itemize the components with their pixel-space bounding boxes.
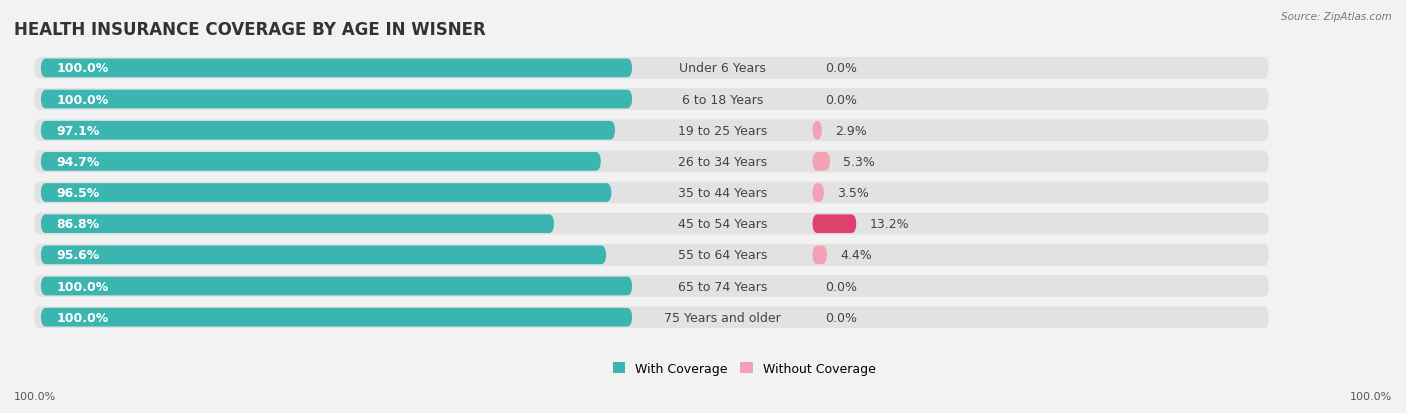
Text: 100.0%: 100.0%: [56, 280, 108, 293]
FancyBboxPatch shape: [41, 90, 633, 109]
Text: 19 to 25 Years: 19 to 25 Years: [678, 124, 766, 138]
Text: 0.0%: 0.0%: [825, 280, 858, 293]
FancyBboxPatch shape: [41, 277, 633, 296]
Text: 100.0%: 100.0%: [1350, 391, 1392, 401]
Text: 45 to 54 Years: 45 to 54 Years: [678, 218, 768, 230]
Text: HEALTH INSURANCE COVERAGE BY AGE IN WISNER: HEALTH INSURANCE COVERAGE BY AGE IN WISN…: [14, 21, 486, 38]
Text: 94.7%: 94.7%: [56, 156, 100, 169]
FancyBboxPatch shape: [34, 275, 1268, 297]
Text: 4.4%: 4.4%: [839, 249, 872, 262]
FancyBboxPatch shape: [813, 184, 824, 202]
Text: 35 to 44 Years: 35 to 44 Years: [678, 187, 766, 199]
FancyBboxPatch shape: [34, 89, 1268, 111]
Text: 5.3%: 5.3%: [842, 156, 875, 169]
Text: 100.0%: 100.0%: [14, 391, 56, 401]
Text: 13.2%: 13.2%: [869, 218, 908, 230]
Text: Source: ZipAtlas.com: Source: ZipAtlas.com: [1281, 12, 1392, 22]
FancyBboxPatch shape: [34, 58, 1268, 80]
Text: 3.5%: 3.5%: [837, 187, 869, 199]
FancyBboxPatch shape: [34, 120, 1268, 142]
Text: 0.0%: 0.0%: [825, 93, 858, 106]
Text: 6 to 18 Years: 6 to 18 Years: [682, 93, 763, 106]
FancyBboxPatch shape: [41, 59, 633, 78]
FancyBboxPatch shape: [813, 246, 827, 265]
Text: 65 to 74 Years: 65 to 74 Years: [678, 280, 768, 293]
Text: 97.1%: 97.1%: [56, 124, 100, 138]
FancyBboxPatch shape: [41, 153, 600, 171]
Text: 0.0%: 0.0%: [825, 62, 858, 75]
Text: 96.5%: 96.5%: [56, 187, 100, 199]
FancyBboxPatch shape: [34, 182, 1268, 204]
Text: 26 to 34 Years: 26 to 34 Years: [678, 156, 766, 169]
Text: 75 Years and older: 75 Years and older: [664, 311, 780, 324]
Text: 100.0%: 100.0%: [56, 93, 108, 106]
FancyBboxPatch shape: [813, 121, 823, 140]
FancyBboxPatch shape: [34, 151, 1268, 173]
FancyBboxPatch shape: [41, 121, 614, 140]
FancyBboxPatch shape: [41, 184, 612, 202]
FancyBboxPatch shape: [34, 213, 1268, 235]
FancyBboxPatch shape: [41, 246, 606, 265]
Text: 0.0%: 0.0%: [825, 311, 858, 324]
Text: 100.0%: 100.0%: [56, 311, 108, 324]
Text: 95.6%: 95.6%: [56, 249, 100, 262]
FancyBboxPatch shape: [34, 244, 1268, 266]
Text: 86.8%: 86.8%: [56, 218, 100, 230]
Text: 100.0%: 100.0%: [56, 62, 108, 75]
FancyBboxPatch shape: [34, 306, 1268, 328]
FancyBboxPatch shape: [813, 215, 856, 233]
Text: Under 6 Years: Under 6 Years: [679, 62, 766, 75]
Legend: With Coverage, Without Coverage: With Coverage, Without Coverage: [613, 362, 876, 375]
FancyBboxPatch shape: [41, 308, 633, 327]
Text: 55 to 64 Years: 55 to 64 Years: [678, 249, 768, 262]
FancyBboxPatch shape: [41, 215, 554, 233]
Text: 2.9%: 2.9%: [835, 124, 866, 138]
FancyBboxPatch shape: [813, 153, 830, 171]
